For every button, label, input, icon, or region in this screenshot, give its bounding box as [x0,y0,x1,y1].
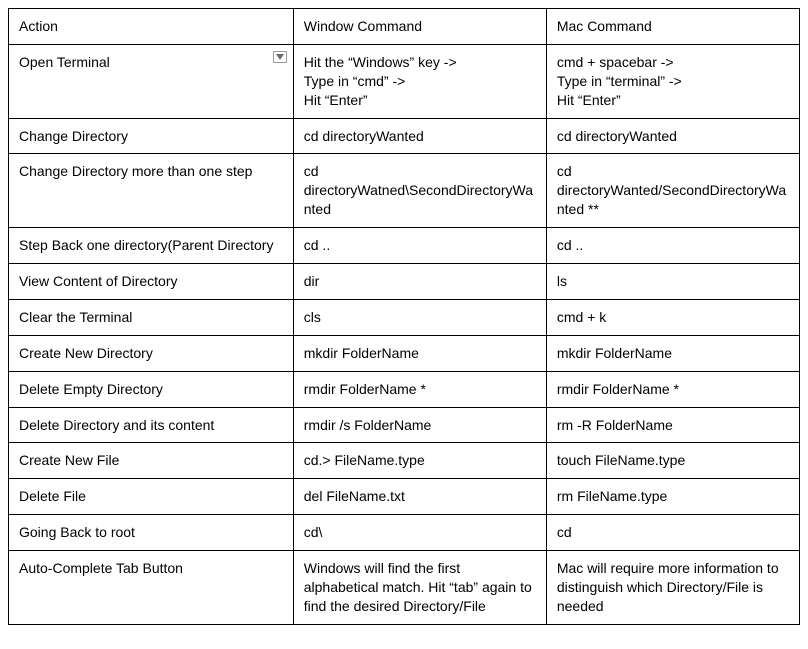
cell-win: Hit the “Windows” key -> Type in “cmd” -… [293,44,546,118]
cell-action: Create New Directory [9,335,294,371]
cell-action: Going Back to root [9,515,294,551]
table-row: Delete Directory and its content rmdir /… [9,407,800,443]
cell-win: rmdir /s FolderName [293,407,546,443]
cell-action: Change Directory [9,118,294,154]
table-row: Create New Directory mkdir FolderName mk… [9,335,800,371]
cell-win: del FileName.txt [293,479,546,515]
cell-action-text: Open Terminal [19,54,110,70]
cell-mac: rm FileName.type [546,479,799,515]
cell-action: Delete Directory and its content [9,407,294,443]
col-header-action: Action [9,9,294,45]
table-header-row: Action Window Command Mac Command [9,9,800,45]
cell-win: cls [293,299,546,335]
cell-action: Delete Empty Directory [9,371,294,407]
cell-action: Change Directory more than one step [9,154,294,228]
cell-win: rmdir FolderName * [293,371,546,407]
cell-mac: touch FileName.type [546,443,799,479]
table-row: Change Directory cd directoryWanted cd d… [9,118,800,154]
cell-action: Clear the Terminal [9,299,294,335]
table-row: Auto-Complete Tab Button Windows will fi… [9,551,800,625]
table-row: Going Back to root cd\ cd [9,515,800,551]
table-row: Delete File del FileName.txt rm FileName… [9,479,800,515]
cell-action: Delete File [9,479,294,515]
cell-mac: ls [546,264,799,300]
table-row: Delete Empty Directory rmdir FolderName … [9,371,800,407]
cell-action: View Content of Directory [9,264,294,300]
cell-mac: mkdir FolderName [546,335,799,371]
cell-win: cd directoryWatned\SecondDirectoryWanted [293,154,546,228]
cell-win: cd directoryWanted [293,118,546,154]
col-header-win: Window Command [293,9,546,45]
table-row: Change Directory more than one step cd d… [9,154,800,228]
cell-win: mkdir FolderName [293,335,546,371]
cell-mac: cd .. [546,228,799,264]
cell-win: Windows will find the first alphabetical… [293,551,546,625]
cell-action: Step Back one directory(Parent Directory [9,228,294,264]
cell-win: dir [293,264,546,300]
table-row: Clear the Terminal cls cmd + k [9,299,800,335]
cell-mac: cmd + spacebar -> Type in “terminal” -> … [546,44,799,118]
cell-action: Create New File [9,443,294,479]
cell-mac: rm -R FolderName [546,407,799,443]
cell-mac: cd directoryWanted/SecondDirectoryWanted… [546,154,799,228]
cell-mac: cd directoryWanted [546,118,799,154]
table-row: Create New File cd.> FileName.type touch… [9,443,800,479]
commands-table: Action Window Command Mac Command Open T… [8,8,800,625]
cell-win: cd .. [293,228,546,264]
cell-mac: rmdir FolderName * [546,371,799,407]
cell-action: Auto-Complete Tab Button [9,551,294,625]
table-row: View Content of Directory dir ls [9,264,800,300]
cell-win: cd.> FileName.type [293,443,546,479]
cell-win: cd\ [293,515,546,551]
table-row: Open Terminal Hit the “Windows” key -> T… [9,44,800,118]
dropdown-caret-icon[interactable] [273,51,287,63]
cell-mac: cmd + k [546,299,799,335]
cell-action: Open Terminal [9,44,294,118]
cell-mac: Mac will require more information to dis… [546,551,799,625]
table-row: Step Back one directory(Parent Directory… [9,228,800,264]
col-header-mac: Mac Command [546,9,799,45]
cell-mac: cd [546,515,799,551]
